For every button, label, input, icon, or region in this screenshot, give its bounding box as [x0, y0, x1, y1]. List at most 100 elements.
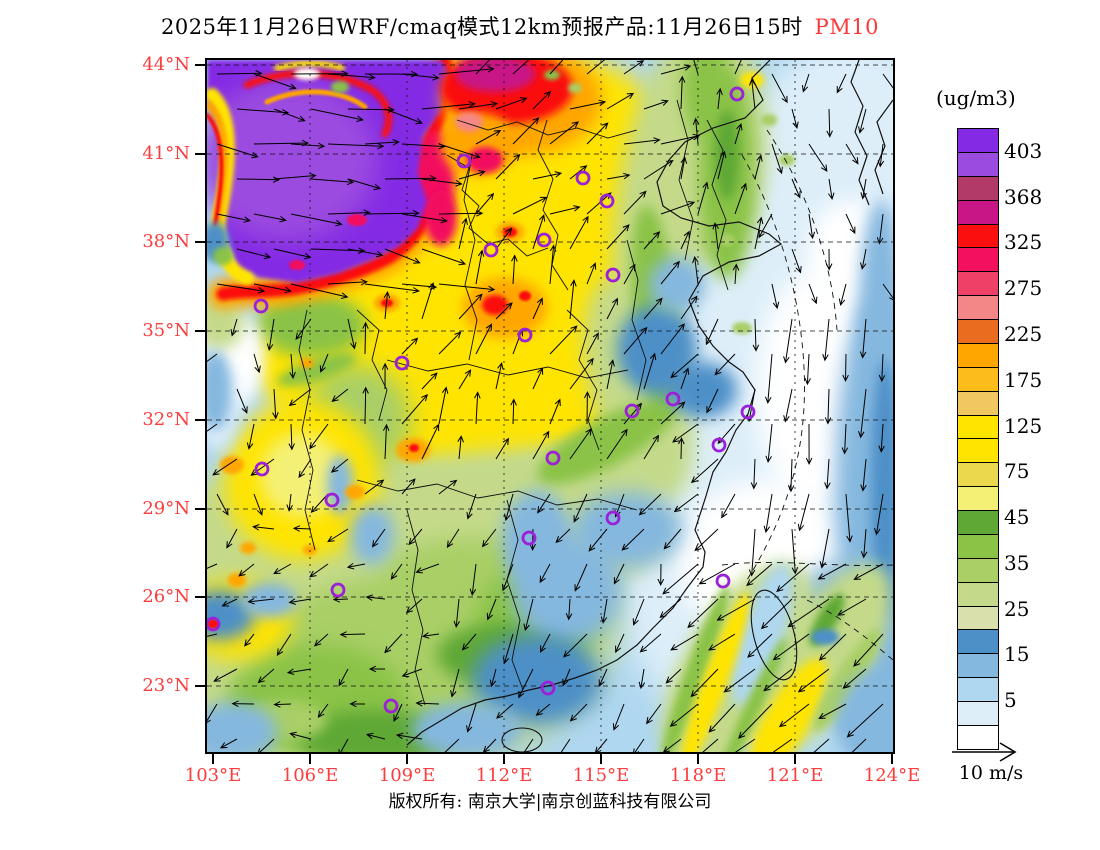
- wind-arrow: [721, 493, 736, 519]
- wind-arrow: [395, 732, 423, 740]
- wind-arrow: [827, 178, 835, 201]
- field-blob: [197, 80, 377, 240]
- wind-arrow: [523, 598, 534, 632]
- field-blob: [472, 635, 602, 725]
- wind-arrow: [216, 283, 266, 294]
- wind-arrow: [763, 493, 773, 534]
- wind-arrow: [569, 428, 592, 460]
- wind-arrow: [253, 213, 287, 223]
- wind-reference-label: 10 m/s: [958, 762, 1024, 784]
- maritime-dashed-line: [741, 154, 805, 581]
- wind-arrow: [623, 263, 636, 285]
- wind-arrow: [874, 493, 884, 536]
- legend-swatch: [958, 296, 998, 320]
- lon-axis-label: 109°E: [378, 765, 436, 786]
- field-blob: [205, 113, 224, 227]
- lat-axis-label: 29°N: [142, 498, 190, 519]
- lon-axis-label: 106°E: [281, 765, 339, 786]
- wind-arrow: [665, 668, 682, 684]
- wind-arrow: [475, 249, 485, 285]
- wind-arrow: [825, 248, 833, 271]
- province-boundary: [356, 479, 638, 511]
- lat-tick: [195, 241, 207, 243]
- wind-arrow: [771, 283, 780, 310]
- wind-arrow: [290, 213, 343, 227]
- wind-arrow: [331, 388, 349, 403]
- legend-swatch: [958, 152, 998, 177]
- wind-arrow: [791, 248, 802, 274]
- colorbar-legend: [957, 128, 999, 750]
- field-blob: [811, 629, 839, 645]
- legend-swatch: [958, 702, 998, 726]
- wind-arrow: [732, 263, 740, 285]
- wind-arrow: [808, 213, 816, 240]
- legend-swatch: [958, 248, 998, 273]
- wind-arrow: [657, 563, 665, 587]
- city-markers-layer: [205, 86, 756, 714]
- wind-arrow: [760, 598, 793, 630]
- city-marker: [517, 327, 533, 343]
- lat-tick: [195, 153, 207, 155]
- wind-arrow: [858, 108, 867, 134]
- wind-arrow: [495, 97, 528, 110]
- lon-tick: [212, 752, 214, 764]
- legend-value-label: 45: [1004, 505, 1030, 530]
- legend-swatch: [958, 415, 998, 440]
- wind-reference-arrow: [952, 742, 1017, 762]
- lon-tick: [891, 752, 893, 764]
- wind-arrow: [606, 359, 615, 390]
- wind-arrow: [623, 60, 645, 75]
- lon-axis-label: 124°E: [863, 765, 921, 786]
- wind-arrow: [330, 458, 349, 473]
- wind-arrow: [401, 478, 416, 495]
- wind-arrow: [453, 598, 461, 629]
- lat-tick: [195, 596, 207, 598]
- wind-arrow: [808, 143, 828, 172]
- wind-arrow: [555, 528, 571, 544]
- wind-arrow: [257, 668, 275, 684]
- wind-arrow: [805, 423, 813, 465]
- wind-arrow: [347, 318, 357, 350]
- wind-arrow: [466, 493, 477, 520]
- wind-arrow: [475, 130, 502, 145]
- wind-arrow: [236, 108, 290, 116]
- field-blob: [381, 299, 393, 307]
- legend-swatch: [958, 176, 998, 201]
- wind-arrow: [247, 597, 275, 605]
- wind-arrow: [716, 598, 756, 621]
- wind-arrow: [606, 172, 631, 180]
- wind-arrow: [415, 563, 440, 574]
- wind-arrow: [347, 248, 384, 258]
- wind-arrow: [253, 353, 261, 374]
- wind-arrow: [216, 493, 229, 516]
- wind-arrow: [532, 171, 563, 180]
- coastline: [874, 99, 894, 195]
- wind-arrow: [511, 254, 518, 285]
- wind-arrow: [598, 668, 608, 687]
- wind-arrow: [841, 423, 849, 455]
- wind-arrow: [692, 117, 700, 145]
- field-blob: [482, 295, 508, 315]
- field-blob: [859, 200, 903, 420]
- wind-arrow: [783, 318, 793, 364]
- legend-value-label: 225: [1004, 321, 1043, 346]
- city-marker: [740, 404, 756, 420]
- wind-arrow: [236, 248, 272, 260]
- wind-arrow: [236, 176, 281, 183]
- wind-arrow: [286, 493, 293, 512]
- wind-arrow: [219, 738, 238, 749]
- wind-arrow: [752, 318, 760, 352]
- wind-arrow: [853, 563, 884, 580]
- wind-arrow: [680, 367, 690, 390]
- wind-arrow: [746, 563, 773, 587]
- wind-arrow: [421, 372, 438, 390]
- wind-arrow: [680, 156, 688, 180]
- wind-arrow: [381, 362, 389, 390]
- wind-arrow: [808, 283, 818, 305]
- wind-arrow: [734, 182, 747, 215]
- city-marker: [605, 510, 621, 526]
- legend-value-label: 75: [1004, 459, 1030, 484]
- wind-arrow: [338, 668, 349, 687]
- wind-arrow: [401, 213, 448, 224]
- legend-value-label: 5: [1004, 688, 1017, 713]
